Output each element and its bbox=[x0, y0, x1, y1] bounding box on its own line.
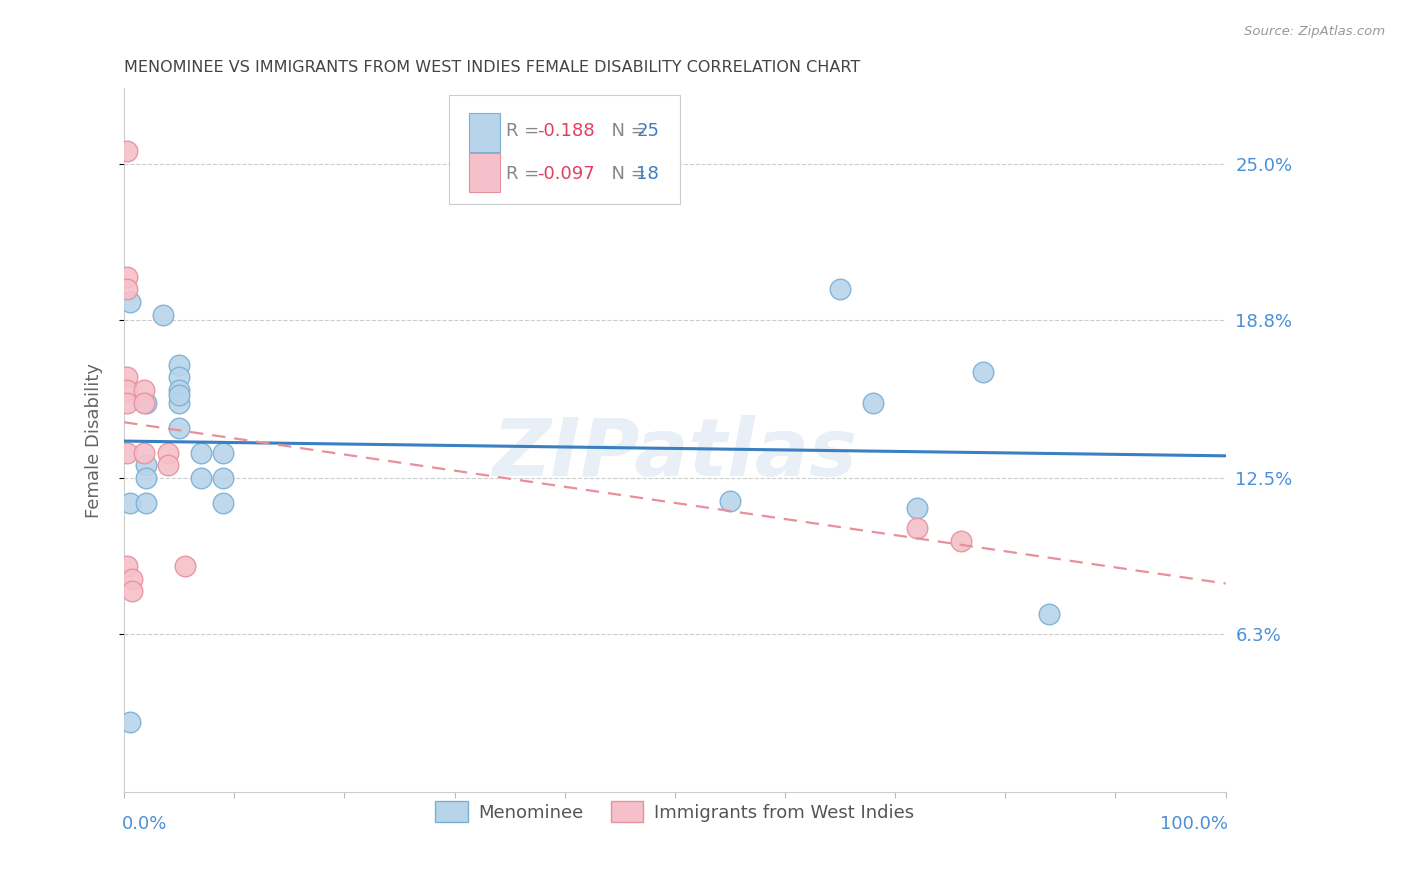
Text: 100.0%: 100.0% bbox=[1160, 815, 1227, 833]
Point bbox=[167, 358, 190, 372]
Point bbox=[118, 714, 141, 729]
Text: R =: R = bbox=[506, 121, 546, 139]
Point bbox=[135, 395, 157, 409]
Point bbox=[830, 282, 852, 296]
Point bbox=[167, 383, 190, 397]
Point bbox=[212, 496, 235, 510]
Text: -0.097: -0.097 bbox=[537, 165, 595, 183]
Point bbox=[118, 295, 141, 310]
Point bbox=[173, 559, 195, 574]
Point bbox=[1038, 607, 1060, 621]
Point bbox=[135, 471, 157, 485]
Point bbox=[135, 496, 157, 510]
Point bbox=[167, 370, 190, 384]
Point bbox=[132, 383, 155, 397]
FancyBboxPatch shape bbox=[468, 153, 499, 192]
Point bbox=[167, 395, 190, 409]
Y-axis label: Female Disability: Female Disability bbox=[86, 363, 103, 518]
Point bbox=[905, 521, 928, 535]
Point bbox=[212, 471, 235, 485]
Point bbox=[167, 421, 190, 435]
Point bbox=[132, 446, 155, 460]
Point bbox=[190, 471, 212, 485]
Point bbox=[117, 446, 139, 460]
FancyBboxPatch shape bbox=[449, 95, 681, 204]
Point bbox=[117, 559, 139, 574]
Point bbox=[212, 446, 235, 460]
Point bbox=[117, 269, 139, 284]
Point bbox=[718, 493, 741, 508]
Point bbox=[190, 446, 212, 460]
Point bbox=[121, 584, 143, 599]
Point bbox=[132, 395, 155, 409]
Point bbox=[152, 308, 174, 322]
Text: ZIPatlas: ZIPatlas bbox=[492, 416, 858, 493]
Text: 25: 25 bbox=[637, 121, 659, 139]
Point bbox=[117, 144, 139, 158]
Point bbox=[135, 458, 157, 473]
Legend: Menominee, Immigrants from West Indies: Menominee, Immigrants from West Indies bbox=[427, 794, 922, 830]
Point bbox=[117, 370, 139, 384]
Point bbox=[862, 395, 884, 409]
Point bbox=[157, 446, 180, 460]
Text: 0.0%: 0.0% bbox=[122, 815, 167, 833]
Point bbox=[117, 282, 139, 296]
Point bbox=[117, 383, 139, 397]
Point bbox=[167, 388, 190, 402]
Text: 18: 18 bbox=[637, 165, 659, 183]
Text: N =: N = bbox=[600, 121, 651, 139]
Text: R =: R = bbox=[506, 165, 546, 183]
Text: N =: N = bbox=[600, 165, 651, 183]
Point bbox=[905, 501, 928, 516]
Text: -0.188: -0.188 bbox=[537, 121, 595, 139]
Text: Source: ZipAtlas.com: Source: ZipAtlas.com bbox=[1244, 25, 1385, 38]
Point bbox=[121, 572, 143, 586]
Point bbox=[950, 533, 973, 548]
Text: MENOMINEE VS IMMIGRANTS FROM WEST INDIES FEMALE DISABILITY CORRELATION CHART: MENOMINEE VS IMMIGRANTS FROM WEST INDIES… bbox=[124, 60, 860, 75]
Point bbox=[157, 458, 180, 473]
FancyBboxPatch shape bbox=[468, 113, 499, 152]
Point bbox=[118, 496, 141, 510]
Point bbox=[972, 366, 994, 380]
Point bbox=[117, 395, 139, 409]
